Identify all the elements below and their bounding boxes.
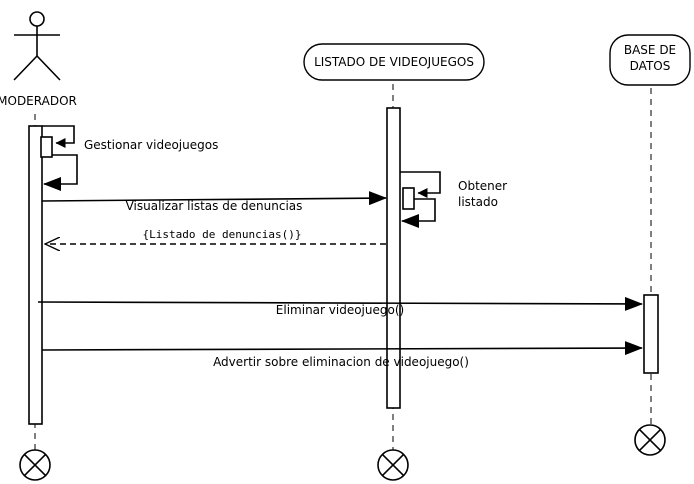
self-call-out bbox=[400, 171, 441, 198]
destroy-marker-listado bbox=[377, 449, 409, 481]
actor-head bbox=[29, 11, 45, 27]
message-advertir: Advertir sobre eliminacion de videojuego… bbox=[41, 341, 643, 369]
participant-label-line1: BASE DE bbox=[624, 43, 676, 57]
destroy-cross bbox=[23, 453, 47, 477]
message-label: {Listado de denuncias()} bbox=[143, 228, 302, 241]
actor-label: MODERADOR bbox=[0, 94, 77, 108]
self-call-return bbox=[401, 198, 436, 228]
self-message-gestionar: Gestionar videojuegos bbox=[40, 125, 218, 191]
self-call-out bbox=[42, 125, 75, 148]
message-label-line2: listado bbox=[458, 195, 498, 209]
destroy-circle bbox=[377, 449, 409, 481]
activation-bar-listado bbox=[386, 107, 401, 409]
message-label: Visualizar listas de denuncias bbox=[126, 199, 303, 213]
destroy-circle bbox=[19, 449, 51, 481]
destroy-marker-moderador bbox=[19, 449, 51, 481]
participant-label-line2: DATOS bbox=[630, 59, 671, 73]
actor-moderador: MODERADOR bbox=[0, 11, 77, 108]
destroy-marker-base-datos bbox=[634, 424, 666, 456]
self-message-obtener: Obtener listado bbox=[400, 171, 507, 228]
message-label-line1: Obtener bbox=[458, 179, 507, 193]
destroy-cross bbox=[638, 428, 662, 452]
participant-label: LISTADO DE VIDEOJUEGOS bbox=[314, 55, 474, 69]
message-visualizar: Visualizar listas de denuncias bbox=[41, 191, 387, 213]
message-arrow bbox=[41, 341, 643, 356]
message-eliminar: Eliminar videojuego() bbox=[37, 296, 643, 317]
nested-activation-bar bbox=[40, 136, 53, 158]
return-message-listado: {Listado de denuncias()} bbox=[45, 228, 386, 244]
actor-right-leg bbox=[36, 55, 61, 81]
actor-left-leg bbox=[13, 55, 38, 81]
participant-box bbox=[303, 43, 485, 81]
activation-bar-moderador bbox=[28, 125, 43, 425]
self-call-return bbox=[43, 154, 78, 191]
message-arrow bbox=[37, 296, 643, 311]
message-label: Gestionar videojuegos bbox=[84, 138, 218, 152]
destroy-circle bbox=[634, 424, 666, 456]
activation-bar-base-datos bbox=[643, 294, 659, 374]
participant-listado-videojuegos: LISTADO DE VIDEOJUEGOS bbox=[303, 43, 485, 81]
message-label: Advertir sobre eliminacion de videojuego… bbox=[213, 355, 469, 369]
destroy-cross bbox=[381, 453, 405, 477]
nested-activation-bar bbox=[402, 187, 415, 210]
participant-box bbox=[609, 34, 691, 86]
participant-base-de-datos: BASE DE DATOS bbox=[609, 34, 691, 86]
message-label: Eliminar videojuego() bbox=[276, 303, 404, 317]
message-arrow bbox=[41, 191, 387, 206]
